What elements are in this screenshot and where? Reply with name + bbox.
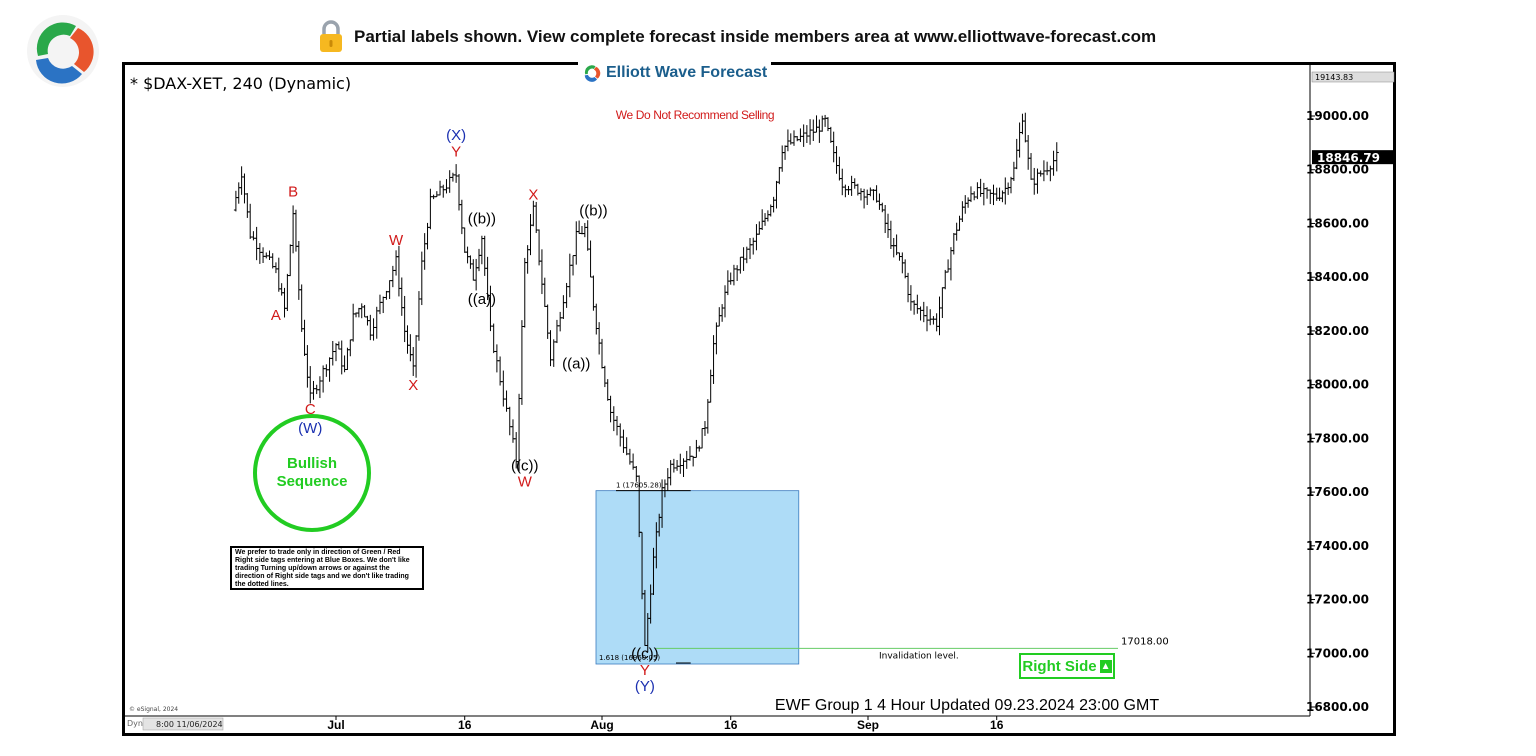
blue-box-bottom-label: 1.618 (16960.05) xyxy=(599,654,660,662)
x-tick-label: Aug xyxy=(590,718,613,732)
update-footer: EWF Group 1 4 Hour Updated 09.23.2024 23… xyxy=(775,697,1159,714)
bullish-line2: Sequence xyxy=(276,473,348,490)
last-price-tag xyxy=(1312,150,1394,165)
y-tick-label: 16800.00 xyxy=(1306,700,1369,714)
brand-name: Elliott Wave Forecast xyxy=(606,64,768,81)
y-tick-label: 18400.00 xyxy=(1306,270,1369,284)
x-tick-label: Sep xyxy=(857,718,879,732)
members-banner[interactable]: Partial labels shown. View complete fore… xyxy=(318,18,1156,56)
top-price-label: 19143.83 xyxy=(1315,73,1353,82)
x-tick-label: 16 xyxy=(724,718,738,732)
right-side-tag: Right Side ▲ xyxy=(1019,653,1115,679)
copyright: © eSignal, 2024 xyxy=(129,706,178,713)
wave-label: W xyxy=(389,232,404,249)
last-price-label: 18846.79 xyxy=(1317,151,1380,165)
wave-label: ((b)) xyxy=(468,210,496,227)
wave-label: ((b)) xyxy=(579,202,607,219)
bullish-line1: Bullish xyxy=(286,455,337,472)
bullish-sequence-badge: Bullish Sequence xyxy=(253,414,371,532)
right-side-label: Right Side xyxy=(1022,657,1097,675)
invalidation-value: 17018.00 xyxy=(1121,636,1169,647)
brand-title: Elliott Wave Forecast xyxy=(578,60,772,86)
wave-label: B xyxy=(288,184,298,201)
wave-label: ((c)) xyxy=(631,646,658,663)
recommend-notice: We Do Not Recommend Selling xyxy=(616,108,774,122)
swirl-logo-icon xyxy=(27,15,99,87)
y-tick-label: 18200.00 xyxy=(1306,324,1369,338)
y-tick-label: 18600.00 xyxy=(1306,216,1369,230)
y-tick-label: 17000.00 xyxy=(1306,646,1369,660)
blue-box xyxy=(595,490,800,665)
wave-label: (X) xyxy=(446,127,466,144)
wave-label: A xyxy=(271,307,281,324)
chart-symbol: * $DAX-XET, 240 (Dynamic) xyxy=(130,74,351,93)
y-tick-label: 17800.00 xyxy=(1306,431,1369,445)
swirl-logo-icon xyxy=(584,65,601,82)
cursor-time-box xyxy=(142,717,224,731)
y-tick-label: 19000.00 xyxy=(1306,109,1369,123)
x-tick-label: Jul xyxy=(327,718,344,732)
wave-label: Y xyxy=(640,662,650,679)
wave-label: C xyxy=(305,401,316,418)
lock-icon xyxy=(320,20,342,52)
invalidation-text: Invalidation level. xyxy=(879,651,959,661)
x-tick-label: 16 xyxy=(990,718,1004,732)
wave-label: ((a)) xyxy=(468,291,496,308)
y-tick-label: 17200.00 xyxy=(1306,593,1369,607)
y-tick-label: 18800.00 xyxy=(1306,163,1369,177)
trading-disclaimer: We prefer to trade only in direction of … xyxy=(230,546,424,590)
wave-label: ((a)) xyxy=(562,356,590,373)
banner-text: Partial labels shown. View complete fore… xyxy=(354,27,1157,46)
wave-label: X xyxy=(528,186,538,203)
cursor-time: 8:00 11/06/2024 xyxy=(156,720,223,729)
wave-label: ((c)) xyxy=(511,458,538,475)
top-price-box xyxy=(1311,71,1395,83)
y-tick-label: 17600.00 xyxy=(1306,485,1369,499)
wave-label: W xyxy=(518,474,533,491)
wave-label: Y xyxy=(451,143,461,160)
arrow-up-icon: ▲ xyxy=(1099,659,1112,673)
x-tick-label: 16 xyxy=(458,718,472,732)
wave-label: (Y) xyxy=(635,678,655,695)
cursor-prefix: Dyn xyxy=(127,719,143,728)
y-tick-label: 18000.00 xyxy=(1306,378,1369,392)
wave-label: X xyxy=(408,377,418,394)
y-tick-label: 17400.00 xyxy=(1306,539,1369,553)
